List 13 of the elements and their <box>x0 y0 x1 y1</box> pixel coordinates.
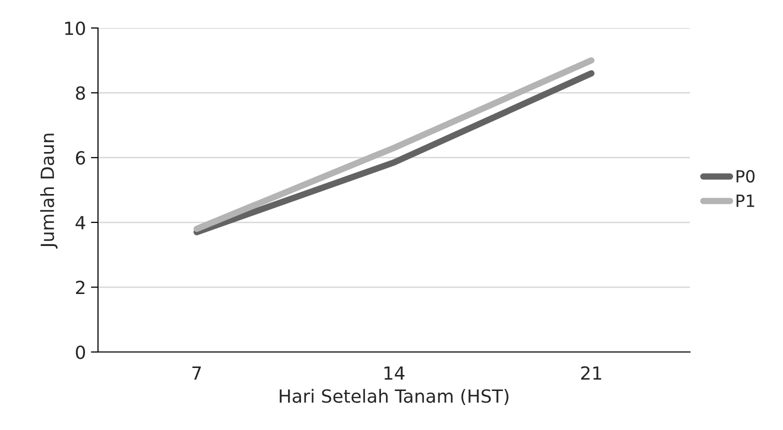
x-tick-label: 7 <box>192 366 201 380</box>
legend-label: P1 <box>736 194 754 207</box>
y-axis-title: Jumlah Daun <box>40 134 58 249</box>
y-tick-label: 10 <box>65 21 85 36</box>
legend-label: P0 <box>736 170 755 183</box>
y-tick-label: 6 <box>76 151 86 165</box>
x-tick-label: 14 <box>384 366 404 380</box>
y-tick-label: 8 <box>76 86 85 100</box>
x-axis-title: Hari Setelah Tanam (HST) <box>280 388 508 406</box>
x-tick-label: 21 <box>581 366 602 380</box>
y-tick-label: 2 <box>76 280 84 294</box>
y-tick-label: 4 <box>76 216 86 230</box>
y-tick-label: 0 <box>76 345 85 360</box>
